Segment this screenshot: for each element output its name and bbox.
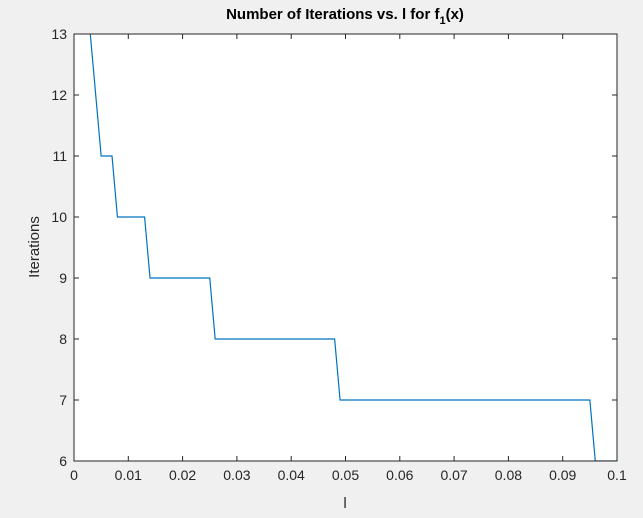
- ticks: [73, 33, 618, 462]
- x-tick-label: 0.09: [549, 467, 576, 483]
- plot-area: [74, 34, 617, 461]
- x-tick-label: 0.05: [332, 467, 359, 483]
- y-tick-label: 6: [59, 453, 67, 469]
- y-tick-label: 12: [51, 87, 67, 103]
- x-tick-label: 0.01: [115, 467, 142, 483]
- plot-content: [89, 34, 617, 461]
- y-tick-label: 7: [59, 392, 67, 408]
- y-tick-label: 13: [51, 26, 67, 42]
- x-tick-label: 0.1: [607, 467, 627, 483]
- x-tick-label: 0.06: [386, 467, 413, 483]
- x-tick-label: 0.02: [169, 467, 196, 483]
- y-tick-label: 10: [51, 209, 67, 225]
- y-tick-label: 11: [52, 148, 67, 164]
- chart-title-suffix: (x): [446, 6, 464, 23]
- x-tick-label: 0.08: [495, 467, 522, 483]
- chart-title-subscript: 1: [439, 15, 445, 27]
- x-tick-label: 0: [70, 467, 78, 483]
- chart-title: Number of Iterations vs. l for f1(x): [226, 6, 464, 27]
- y-tick-label: 8: [59, 331, 67, 347]
- y-axis-label: Iterations: [26, 216, 43, 278]
- x-tick-label: 0.03: [223, 467, 250, 483]
- series-line: [89, 34, 617, 461]
- x-tick-label: 0.04: [278, 467, 305, 483]
- x-axis-label: l: [343, 495, 346, 512]
- tick-labels: 0 0.01 0.02 0.03 0.04 0.05 0.06 0.07 0.08 0.09 0.1…: [51, 26, 627, 483]
- x-tick-label: 0.07: [440, 467, 467, 483]
- y-tick-label: 9: [59, 270, 67, 286]
